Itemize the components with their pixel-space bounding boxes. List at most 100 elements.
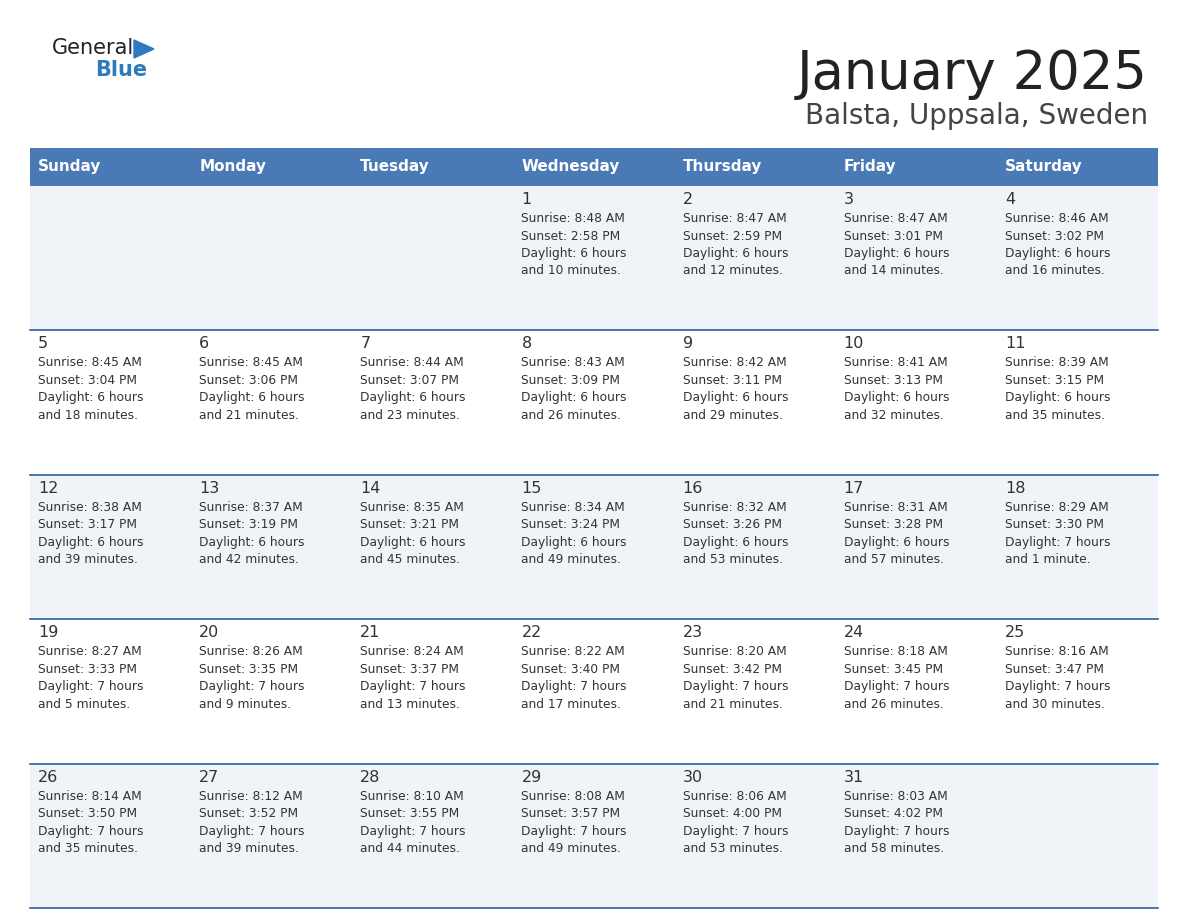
Text: Sunrise: 8:35 AM
Sunset: 3:21 PM
Daylight: 6 hours
and 45 minutes.: Sunrise: 8:35 AM Sunset: 3:21 PM Dayligh… bbox=[360, 501, 466, 566]
Text: 20: 20 bbox=[200, 625, 220, 640]
Bar bbox=[191, 186, 353, 330]
Text: Sunrise: 8:03 AM
Sunset: 4:02 PM
Daylight: 7 hours
and 58 minutes.: Sunrise: 8:03 AM Sunset: 4:02 PM Dayligh… bbox=[843, 789, 949, 855]
Text: 19: 19 bbox=[38, 625, 58, 640]
Bar bbox=[353, 148, 513, 186]
Text: Tuesday: Tuesday bbox=[360, 160, 430, 174]
Bar bbox=[997, 620, 1158, 764]
Bar bbox=[30, 764, 191, 908]
Text: Blue: Blue bbox=[95, 60, 147, 80]
Text: Sunrise: 8:08 AM
Sunset: 3:57 PM
Daylight: 7 hours
and 49 minutes.: Sunrise: 8:08 AM Sunset: 3:57 PM Dayligh… bbox=[522, 789, 627, 855]
Text: Sunday: Sunday bbox=[38, 160, 101, 174]
Text: Sunrise: 8:45 AM
Sunset: 3:04 PM
Daylight: 6 hours
and 18 minutes.: Sunrise: 8:45 AM Sunset: 3:04 PM Dayligh… bbox=[38, 356, 144, 422]
Text: 10: 10 bbox=[843, 336, 864, 352]
Text: 18: 18 bbox=[1005, 481, 1025, 496]
Bar bbox=[30, 330, 191, 475]
Text: 2: 2 bbox=[683, 192, 693, 207]
Text: Sunrise: 8:39 AM
Sunset: 3:15 PM
Daylight: 6 hours
and 35 minutes.: Sunrise: 8:39 AM Sunset: 3:15 PM Dayligh… bbox=[1005, 356, 1111, 422]
Text: Sunrise: 8:37 AM
Sunset: 3:19 PM
Daylight: 6 hours
and 42 minutes.: Sunrise: 8:37 AM Sunset: 3:19 PM Dayligh… bbox=[200, 501, 304, 566]
Bar bbox=[191, 475, 353, 620]
Text: 16: 16 bbox=[683, 481, 703, 496]
Text: Sunrise: 8:16 AM
Sunset: 3:47 PM
Daylight: 7 hours
and 30 minutes.: Sunrise: 8:16 AM Sunset: 3:47 PM Dayligh… bbox=[1005, 645, 1111, 711]
Bar bbox=[835, 620, 997, 764]
Text: Sunrise: 8:45 AM
Sunset: 3:06 PM
Daylight: 6 hours
and 21 minutes.: Sunrise: 8:45 AM Sunset: 3:06 PM Dayligh… bbox=[200, 356, 304, 422]
Bar bbox=[835, 186, 997, 330]
Text: Sunrise: 8:22 AM
Sunset: 3:40 PM
Daylight: 7 hours
and 17 minutes.: Sunrise: 8:22 AM Sunset: 3:40 PM Dayligh… bbox=[522, 645, 627, 711]
Text: Sunrise: 8:46 AM
Sunset: 3:02 PM
Daylight: 6 hours
and 16 minutes.: Sunrise: 8:46 AM Sunset: 3:02 PM Dayligh… bbox=[1005, 212, 1111, 277]
Text: General: General bbox=[52, 38, 134, 58]
Bar bbox=[353, 620, 513, 764]
Bar bbox=[835, 330, 997, 475]
Text: Sunrise: 8:43 AM
Sunset: 3:09 PM
Daylight: 6 hours
and 26 minutes.: Sunrise: 8:43 AM Sunset: 3:09 PM Dayligh… bbox=[522, 356, 627, 422]
Text: 31: 31 bbox=[843, 769, 864, 785]
Text: 27: 27 bbox=[200, 769, 220, 785]
Text: 12: 12 bbox=[38, 481, 58, 496]
Bar bbox=[997, 186, 1158, 330]
Bar bbox=[675, 330, 835, 475]
Text: Sunrise: 8:12 AM
Sunset: 3:52 PM
Daylight: 7 hours
and 39 minutes.: Sunrise: 8:12 AM Sunset: 3:52 PM Dayligh… bbox=[200, 789, 304, 855]
Text: 9: 9 bbox=[683, 336, 693, 352]
Bar bbox=[675, 475, 835, 620]
Bar bbox=[513, 148, 675, 186]
Bar bbox=[675, 620, 835, 764]
Text: Sunrise: 8:06 AM
Sunset: 4:00 PM
Daylight: 7 hours
and 53 minutes.: Sunrise: 8:06 AM Sunset: 4:00 PM Dayligh… bbox=[683, 789, 788, 855]
Text: January 2025: January 2025 bbox=[797, 48, 1148, 100]
Text: Sunrise: 8:10 AM
Sunset: 3:55 PM
Daylight: 7 hours
and 44 minutes.: Sunrise: 8:10 AM Sunset: 3:55 PM Dayligh… bbox=[360, 789, 466, 855]
Bar bbox=[191, 330, 353, 475]
Bar bbox=[513, 186, 675, 330]
Text: Sunrise: 8:18 AM
Sunset: 3:45 PM
Daylight: 7 hours
and 26 minutes.: Sunrise: 8:18 AM Sunset: 3:45 PM Dayligh… bbox=[843, 645, 949, 711]
Bar bbox=[353, 186, 513, 330]
Text: 24: 24 bbox=[843, 625, 864, 640]
Bar bbox=[30, 148, 191, 186]
Bar bbox=[30, 620, 191, 764]
Text: 13: 13 bbox=[200, 481, 220, 496]
Text: Sunrise: 8:14 AM
Sunset: 3:50 PM
Daylight: 7 hours
and 35 minutes.: Sunrise: 8:14 AM Sunset: 3:50 PM Dayligh… bbox=[38, 789, 144, 855]
Bar bbox=[835, 148, 997, 186]
Text: 29: 29 bbox=[522, 769, 542, 785]
Bar bbox=[513, 764, 675, 908]
Text: 28: 28 bbox=[360, 769, 380, 785]
Text: Sunrise: 8:24 AM
Sunset: 3:37 PM
Daylight: 7 hours
and 13 minutes.: Sunrise: 8:24 AM Sunset: 3:37 PM Dayligh… bbox=[360, 645, 466, 711]
Bar bbox=[997, 764, 1158, 908]
Bar bbox=[353, 764, 513, 908]
Text: Sunrise: 8:27 AM
Sunset: 3:33 PM
Daylight: 7 hours
and 5 minutes.: Sunrise: 8:27 AM Sunset: 3:33 PM Dayligh… bbox=[38, 645, 144, 711]
Text: Wednesday: Wednesday bbox=[522, 160, 620, 174]
Text: Sunrise: 8:48 AM
Sunset: 2:58 PM
Daylight: 6 hours
and 10 minutes.: Sunrise: 8:48 AM Sunset: 2:58 PM Dayligh… bbox=[522, 212, 627, 277]
Text: 7: 7 bbox=[360, 336, 371, 352]
Text: 15: 15 bbox=[522, 481, 542, 496]
Bar bbox=[191, 620, 353, 764]
Text: 1: 1 bbox=[522, 192, 532, 207]
Text: 23: 23 bbox=[683, 625, 702, 640]
Bar bbox=[353, 475, 513, 620]
Text: 22: 22 bbox=[522, 625, 542, 640]
Text: Saturday: Saturday bbox=[1005, 160, 1082, 174]
Text: Sunrise: 8:29 AM
Sunset: 3:30 PM
Daylight: 7 hours
and 1 minute.: Sunrise: 8:29 AM Sunset: 3:30 PM Dayligh… bbox=[1005, 501, 1111, 566]
Text: Monday: Monday bbox=[200, 160, 266, 174]
Text: 25: 25 bbox=[1005, 625, 1025, 640]
Polygon shape bbox=[134, 40, 154, 58]
Bar bbox=[997, 148, 1158, 186]
Bar bbox=[835, 475, 997, 620]
Bar bbox=[997, 330, 1158, 475]
Text: 30: 30 bbox=[683, 769, 702, 785]
Text: 3: 3 bbox=[843, 192, 854, 207]
Text: Sunrise: 8:42 AM
Sunset: 3:11 PM
Daylight: 6 hours
and 29 minutes.: Sunrise: 8:42 AM Sunset: 3:11 PM Dayligh… bbox=[683, 356, 788, 422]
Text: Thursday: Thursday bbox=[683, 160, 762, 174]
Text: Sunrise: 8:32 AM
Sunset: 3:26 PM
Daylight: 6 hours
and 53 minutes.: Sunrise: 8:32 AM Sunset: 3:26 PM Dayligh… bbox=[683, 501, 788, 566]
Bar bbox=[30, 475, 191, 620]
Text: Sunrise: 8:47 AM
Sunset: 3:01 PM
Daylight: 6 hours
and 14 minutes.: Sunrise: 8:47 AM Sunset: 3:01 PM Dayligh… bbox=[843, 212, 949, 277]
Text: 11: 11 bbox=[1005, 336, 1025, 352]
Bar bbox=[191, 764, 353, 908]
Text: 26: 26 bbox=[38, 769, 58, 785]
Text: 5: 5 bbox=[38, 336, 49, 352]
Text: 8: 8 bbox=[522, 336, 532, 352]
Bar bbox=[835, 764, 997, 908]
Text: 17: 17 bbox=[843, 481, 864, 496]
Text: Friday: Friday bbox=[843, 160, 896, 174]
Text: Sunrise: 8:38 AM
Sunset: 3:17 PM
Daylight: 6 hours
and 39 minutes.: Sunrise: 8:38 AM Sunset: 3:17 PM Dayligh… bbox=[38, 501, 144, 566]
Text: Sunrise: 8:20 AM
Sunset: 3:42 PM
Daylight: 7 hours
and 21 minutes.: Sunrise: 8:20 AM Sunset: 3:42 PM Dayligh… bbox=[683, 645, 788, 711]
Text: Sunrise: 8:44 AM
Sunset: 3:07 PM
Daylight: 6 hours
and 23 minutes.: Sunrise: 8:44 AM Sunset: 3:07 PM Dayligh… bbox=[360, 356, 466, 422]
Bar bbox=[675, 186, 835, 330]
Text: 6: 6 bbox=[200, 336, 209, 352]
Bar bbox=[353, 330, 513, 475]
Bar bbox=[30, 186, 191, 330]
